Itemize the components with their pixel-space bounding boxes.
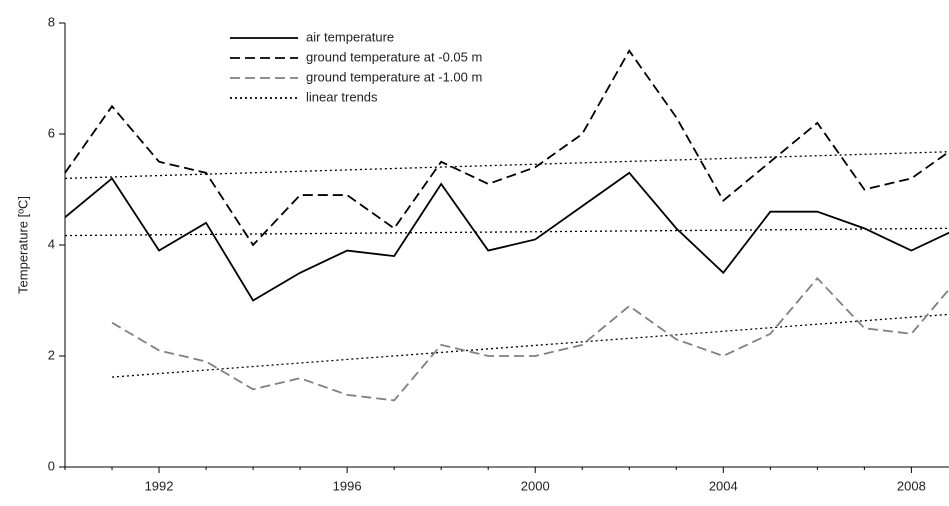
y-axis-label: Temperature [ºC] bbox=[15, 196, 30, 294]
legend-label: ground temperature at -0.05 m bbox=[306, 49, 482, 64]
y-tick-label: 8 bbox=[48, 14, 55, 29]
x-tick-label: 2004 bbox=[709, 478, 738, 493]
y-tick-label: 4 bbox=[48, 236, 55, 251]
plot-area bbox=[65, 49, 949, 402]
series-line bbox=[65, 171, 949, 302]
x-tick-label: 1996 bbox=[333, 478, 362, 493]
x-tick-label: 2000 bbox=[521, 478, 550, 493]
trend-line bbox=[65, 227, 949, 237]
series-line bbox=[111, 276, 949, 402]
legend-label: linear trends bbox=[306, 89, 378, 104]
series-line bbox=[65, 49, 949, 247]
y-tick-label: 2 bbox=[48, 347, 55, 362]
y-tick-label: 0 bbox=[48, 458, 55, 473]
legend-label: ground temperature at -1.00 m bbox=[306, 69, 482, 84]
trend-line bbox=[111, 313, 949, 378]
x-tick-label: 2008 bbox=[897, 478, 926, 493]
trend-line bbox=[65, 151, 949, 180]
legend-label: air temperature bbox=[306, 29, 394, 44]
y-tick-label: 6 bbox=[48, 125, 55, 140]
x-tick-label: 1992 bbox=[145, 478, 174, 493]
